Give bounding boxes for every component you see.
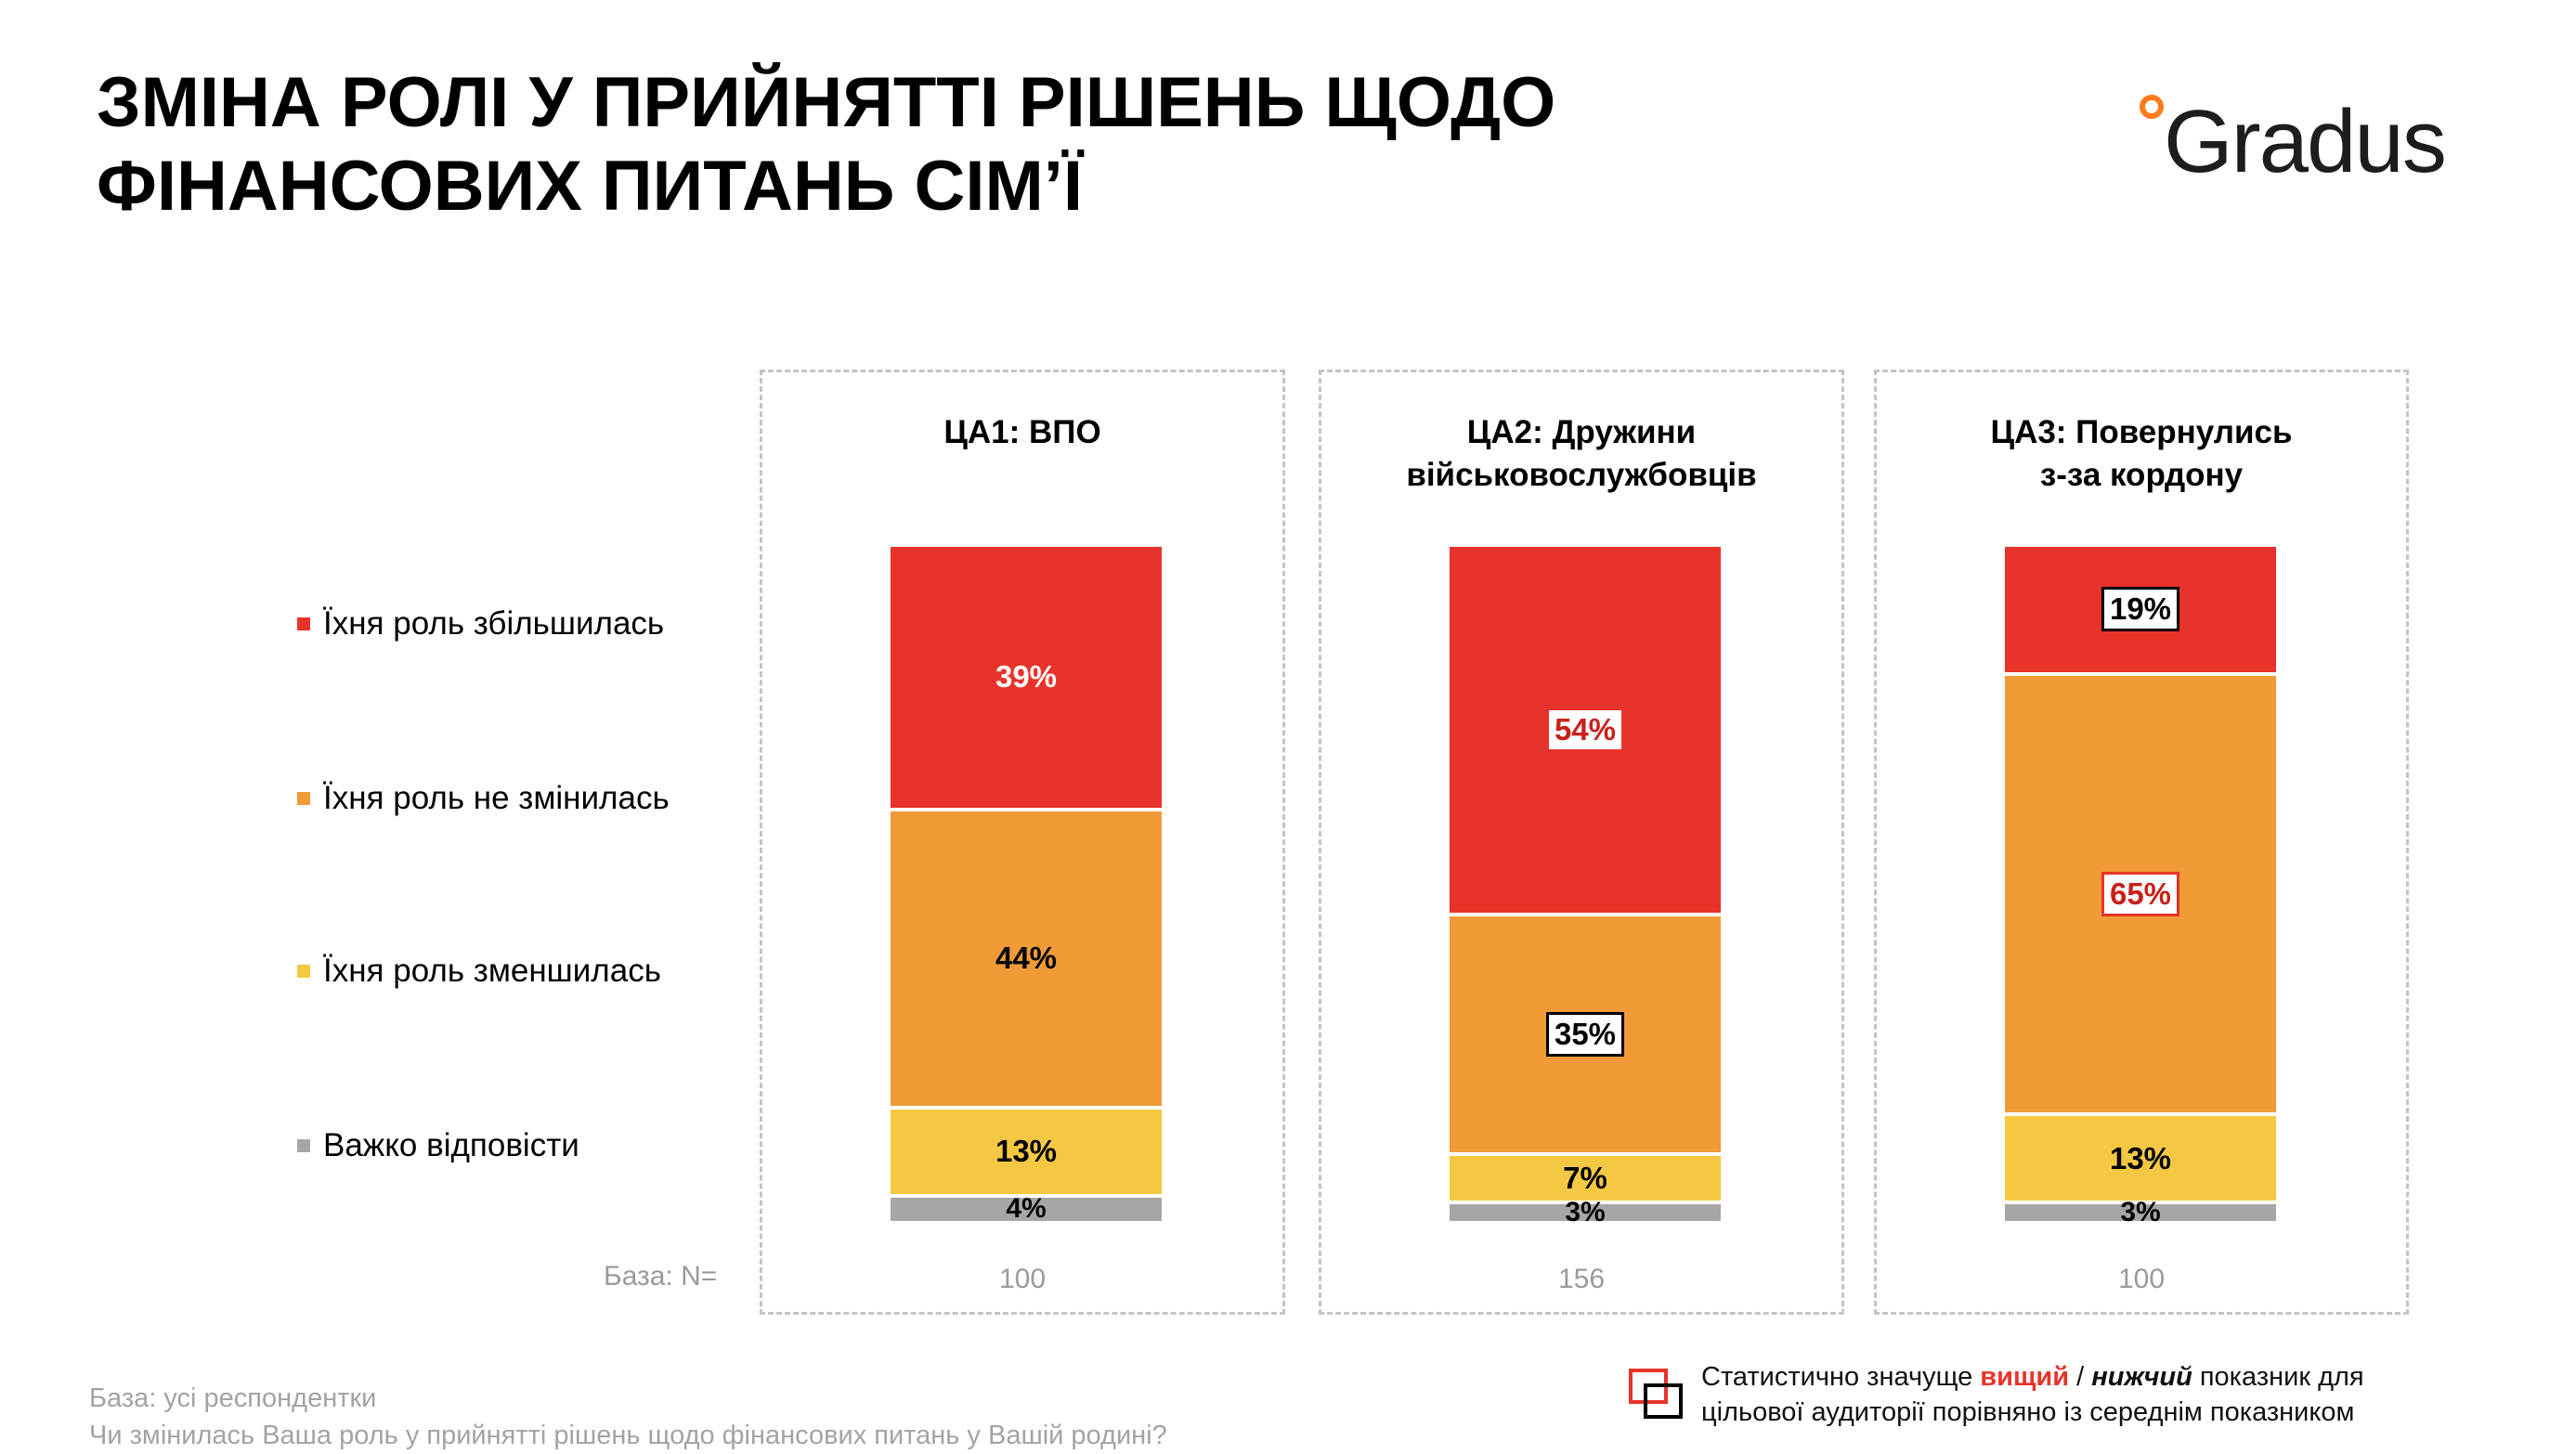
panel-title-line-1: ЦА1: ВПО — [943, 414, 1101, 450]
significance-note: Статистично значуще вищий / нижчий показ… — [1625, 1357, 2461, 1432]
page-title-line-1: ЗМІНА РОЛІ У ПРИЙНЯТТІ РІШЕНЬ ЩОДО — [97, 63, 1556, 142]
data-label: 44% — [995, 941, 1058, 976]
data-label: 39% — [995, 659, 1058, 695]
legend-swatch-unchanged — [297, 792, 310, 805]
panel-title: ЦА3: Повернулись з-за кордону — [1877, 411, 2406, 497]
bar-segment-decreased: 13% — [2005, 1116, 2276, 1201]
significance-higher: вищий — [1980, 1362, 2070, 1392]
legend-item-increased: Їхня роль збільшилась — [297, 604, 664, 644]
base-n-value: 100 — [998, 1264, 1047, 1294]
panel-title-line-2: з-за кордону — [2039, 457, 2244, 493]
significance-prefix: Статистично значуще — [1701, 1362, 1981, 1392]
data-label: 13% — [995, 1134, 1058, 1169]
panel-ca3: ЦА3: Повернулись з-за кордону 19% 65% 13% 3… — [1874, 370, 2409, 1315]
panel-title-line-1: ЦА3: Повернулись — [1990, 414, 2293, 450]
data-label: 54% — [1545, 708, 1625, 753]
significance-line-2: цільової аудиторії порівняно із середнім… — [1701, 1397, 2355, 1427]
footnote-question: Чи змінилась Ваша роль у прийнятті рішен… — [89, 1421, 1167, 1450]
panel-ca1: ЦА1: ВПО 39% 44% 13% 4% 100 — [760, 370, 1285, 1315]
bar-segment-hard-to-say: 3% — [2005, 1199, 2276, 1227]
significance-suffix: показник для — [2192, 1362, 2364, 1392]
bar-segment-increased: 54% — [1450, 547, 1721, 914]
base-n-value: 100 — [2117, 1264, 2166, 1294]
legend-item-unchanged: Їхня роль не змінилась — [297, 778, 670, 819]
data-label: 35% — [1545, 1012, 1625, 1058]
gradus-logo: Gradus — [2127, 82, 2517, 202]
bar-segment-unchanged: 35% — [1450, 916, 1721, 1153]
panel-ca2: ЦА2: Дружини військовослужбовців 54% 35% 7… — [1319, 370, 1844, 1315]
page-title-line-2: ФІНАНСОВИХ ПИТАНЬ СІМ’Ї — [97, 147, 1083, 226]
panel-title-line-1: ЦА2: Дружини — [1466, 414, 1697, 450]
legend-item-hard-to-say: Важко відповісти — [297, 1125, 579, 1166]
bar-segment-decreased: 7% — [1450, 1156, 1721, 1201]
panel-title: ЦА2: Дружини військовослужбовців — [1321, 411, 1841, 497]
data-label: 4% — [1006, 1193, 1047, 1225]
bar-segment-hard-to-say: 3% — [1450, 1198, 1721, 1226]
significance-text: Статистично значуще вищий / нижчий показ… — [1701, 1359, 2364, 1430]
bar-segment-increased: 39% — [891, 547, 1162, 808]
legend-item-decreased: Їхня роль зменшилась — [297, 951, 661, 992]
significance-lower: нижчий — [2091, 1362, 2192, 1392]
footnote: База: усі респондентки Чи змінилась Ваша… — [89, 1380, 1167, 1454]
data-label: 7% — [1563, 1161, 1607, 1196]
significance-separator: / — [2069, 1362, 2092, 1392]
legend-label-decreased: Їхня роль зменшилась — [323, 953, 661, 989]
bar-segment-increased: 19% — [2005, 547, 2276, 672]
data-label: 65% — [2101, 871, 2180, 916]
data-label: 3% — [1565, 1196, 1606, 1227]
legend-label-hard-to-say: Важко відповісти — [323, 1127, 579, 1163]
data-label: 3% — [2120, 1197, 2161, 1228]
bar-segment-decreased: 13% — [891, 1109, 1162, 1194]
footnote-base: База: усі респондентки — [89, 1383, 377, 1413]
bar-segment-hard-to-say: 4% — [891, 1193, 1162, 1225]
bar-segment-unchanged: 65% — [2005, 675, 2276, 1113]
stacked-bar: 39% 44% 13% 4% — [891, 547, 1162, 1225]
stacked-bar: 19% 65% 13% 3% — [2005, 547, 2276, 1227]
legend-swatch-decreased — [297, 965, 310, 978]
base-n-label: База: N= — [604, 1261, 718, 1292]
significance-boxes-icon — [1629, 1369, 1683, 1419]
stacked-bar: 54% 35% 7% 3% — [1450, 547, 1721, 1226]
data-label: 13% — [2109, 1140, 2172, 1175]
page-title: ЗМІНА РОЛІ У ПРИЙНЯТТІ РІШЕНЬ ЩОДО ФІНАН… — [97, 61, 1815, 228]
logo-text: Gradus — [2164, 92, 2447, 191]
panel-title: ЦА1: ВПО — [762, 411, 1282, 454]
data-label: 19% — [2101, 587, 2180, 632]
legend-swatch-increased — [297, 617, 310, 630]
legend-label-increased: Їхня роль збільшилась — [323, 605, 665, 642]
logo-accent-icon — [2140, 95, 2164, 119]
panel-title-line-2: військовослужбовців — [1406, 457, 1757, 493]
bar-segment-unchanged: 44% — [891, 811, 1162, 1106]
base-n-value: 156 — [1557, 1264, 1606, 1294]
legend-swatch-hard-to-say — [297, 1139, 310, 1152]
legend-label-unchanged: Їхня роль не змінилась — [323, 780, 670, 816]
